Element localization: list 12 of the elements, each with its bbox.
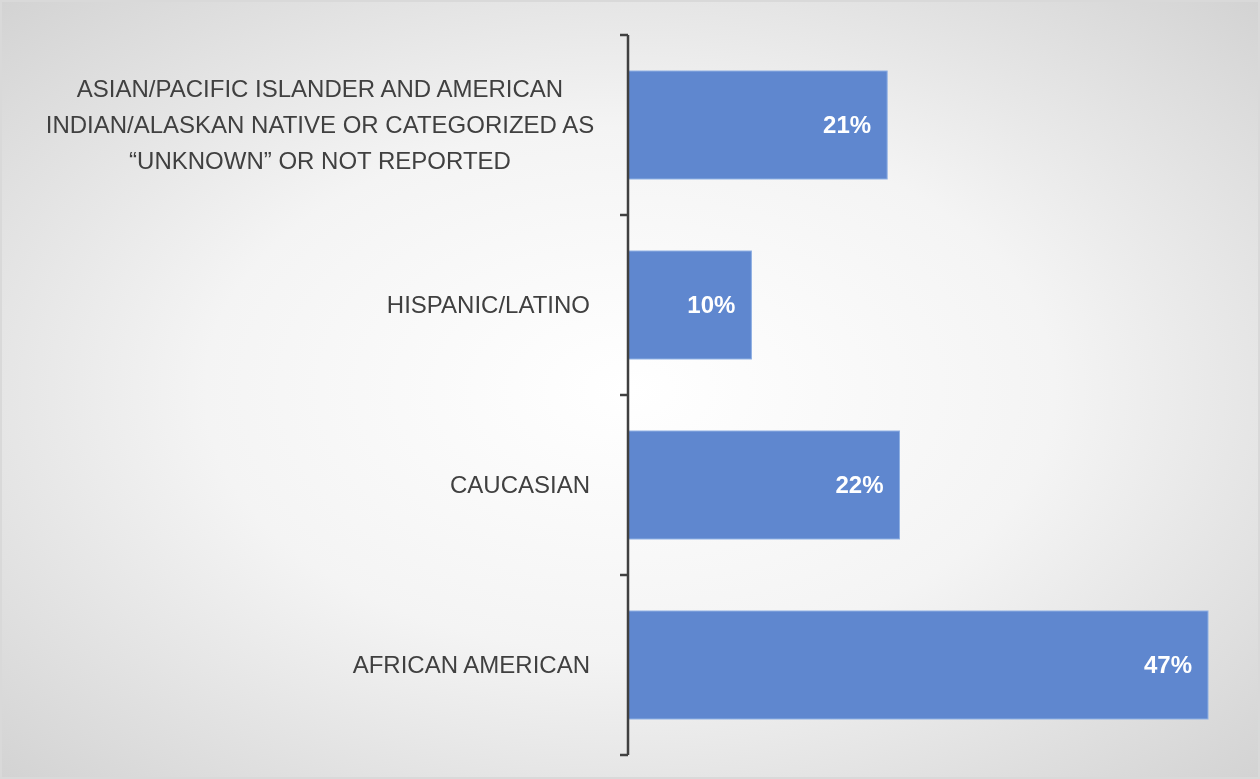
data-label: 22% <box>835 471 884 499</box>
y-tick-label: ASIAN/PACIFIC ISLANDER AND AMERICAN INDIAN/ALASKAN NATIVE OR CATEGORIZED AS “UNKNOWN” OR NOT REPORTED <box>45 75 595 175</box>
data-label: 47% <box>1143 651 1192 679</box>
bar <box>627 250 752 360</box>
bar <box>627 610 1209 720</box>
data-label: 21% <box>823 111 872 139</box>
y-tick-label: CAUCASIAN <box>449 471 590 499</box>
bar <box>627 430 900 540</box>
y-tick-label: HISPANIC/LATINO <box>386 291 590 319</box>
bar <box>627 70 888 180</box>
y-tick-label: AFRICAN AMERICAN <box>352 651 590 679</box>
data-label: 10% <box>687 291 736 319</box>
